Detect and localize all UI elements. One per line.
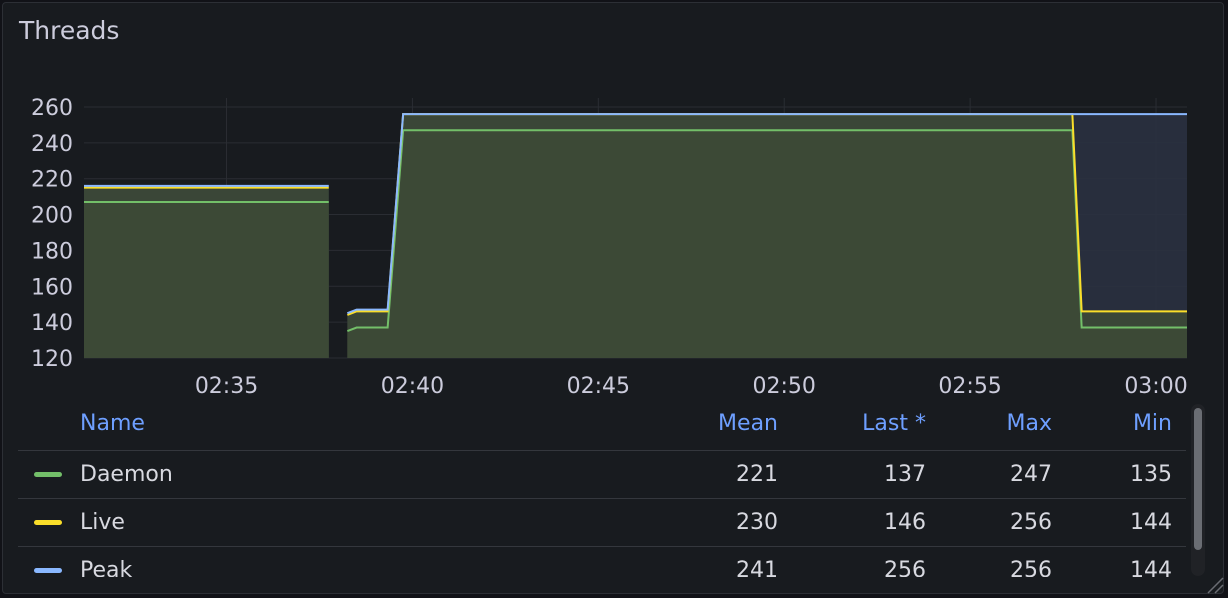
chart-series[interactable] — [84, 113, 1187, 333]
legend-mean-value: 241 — [736, 558, 778, 577]
legend-last-value: 137 — [884, 462, 926, 487]
series-fill-daemon — [84, 202, 329, 358]
legend-series-name[interactable]: Daemon — [80, 462, 173, 487]
x-tick-label: 02:40 — [381, 374, 444, 399]
x-axis: 02:35 02:40 02:45 02:50 02:55 03:00 — [195, 374, 1188, 399]
x-tick-label: 02:35 — [195, 374, 258, 399]
y-tick-label: 220 — [31, 168, 73, 193]
legend-min-value: 135 — [1130, 462, 1172, 487]
legend-scrollbar[interactable] — [1191, 404, 1205, 576]
x-tick-label: 02:50 — [753, 374, 816, 399]
threads-chart[interactable]: 120 140 160 180 200 220 240 260 02:35 02:40 02:45… — [0, 0, 1228, 400]
legend-series-name[interactable]: Live — [80, 510, 125, 535]
y-tick-label: 120 — [31, 347, 73, 372]
legend-last-value: 146 — [884, 510, 926, 535]
legend-mean-value: 221 — [736, 462, 778, 487]
legend-row-daemon[interactable]: Daemon 221 137 247 135 — [18, 450, 1186, 498]
panel-title[interactable]: Threads — [19, 16, 120, 45]
y-tick-label: 180 — [31, 239, 73, 264]
y-tick-label: 140 — [31, 311, 73, 336]
legend-min-value: 144 — [1130, 558, 1172, 577]
legend-row-live[interactable]: Live 230 146 256 144 — [18, 498, 1186, 546]
series-line-daemon — [346, 129, 1187, 333]
live-color-swatch[interactable] — [34, 520, 62, 525]
y-axis: 120 140 160 180 200 220 240 260 — [31, 96, 73, 372]
legend-header-max[interactable]: Max — [1006, 411, 1052, 436]
legend-max-value: 247 — [1010, 462, 1052, 487]
legend-header: Name Mean Last * Max Min — [18, 403, 1186, 450]
daemon-color-swatch[interactable] — [34, 472, 62, 477]
y-tick-label: 240 — [31, 132, 73, 157]
chart-fills — [84, 114, 1187, 358]
legend-last-value: 256 — [884, 558, 926, 577]
legend-header-min[interactable]: Min — [1132, 411, 1172, 436]
y-tick-label: 260 — [31, 96, 73, 121]
resize-handle-icon[interactable] — [1206, 576, 1224, 594]
legend-series-name[interactable]: Peak — [80, 558, 133, 577]
x-tick-label: 03:00 — [1124, 374, 1187, 399]
legend-mean-value: 230 — [736, 510, 778, 535]
x-tick-label: 02:55 — [938, 374, 1001, 399]
legend-row-peak[interactable]: Peak 241 256 256 144 — [18, 546, 1186, 577]
legend-min-value: 144 — [1130, 510, 1172, 535]
y-tick-label: 160 — [31, 275, 73, 300]
legend-max-value: 256 — [1010, 558, 1052, 577]
legend-header-mean[interactable]: Mean — [718, 411, 778, 436]
legend-max-value: 256 — [1010, 510, 1052, 535]
x-tick-label: 02:45 — [567, 374, 630, 399]
y-tick-label: 200 — [31, 204, 73, 229]
series-line-peak — [346, 113, 1187, 315]
legend-header-last[interactable]: Last * — [862, 411, 926, 436]
legend-table: Name Mean Last * Max Min Daemon 221 137 … — [18, 403, 1186, 577]
series-fill-daemon — [347, 130, 1187, 358]
legend-header-name[interactable]: Name — [80, 411, 145, 436]
legend-scroll-thumb[interactable] — [1194, 408, 1202, 550]
peak-color-swatch[interactable] — [34, 568, 62, 573]
